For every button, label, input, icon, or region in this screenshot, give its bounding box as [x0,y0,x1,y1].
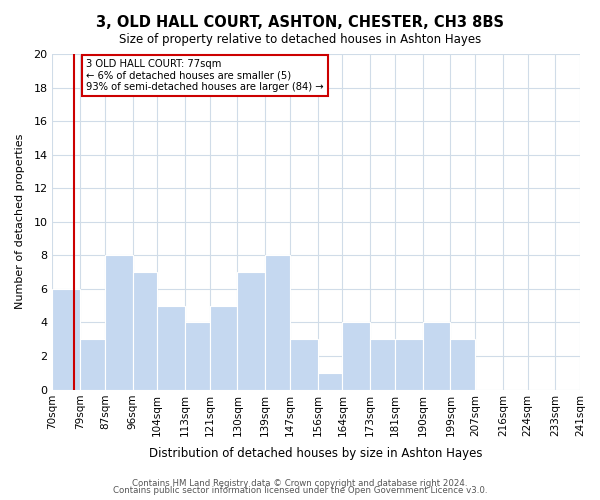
Bar [343,322,370,390]
Bar [451,340,475,390]
Bar [422,322,451,390]
Bar [265,256,290,390]
Bar [238,272,265,390]
Text: Size of property relative to detached houses in Ashton Hayes: Size of property relative to detached ho… [119,32,481,46]
Bar [80,340,105,390]
Bar [185,322,209,390]
Bar [157,306,185,390]
Text: 3 OLD HALL COURT: 77sqm
← 6% of detached houses are smaller (5)
93% of semi-deta: 3 OLD HALL COURT: 77sqm ← 6% of detached… [86,59,324,92]
X-axis label: Distribution of detached houses by size in Ashton Hayes: Distribution of detached houses by size … [149,447,483,460]
Bar [290,340,318,390]
Bar [52,289,80,390]
Text: 3, OLD HALL COURT, ASHTON, CHESTER, CH3 8BS: 3, OLD HALL COURT, ASHTON, CHESTER, CH3 … [96,15,504,30]
Bar [133,272,157,390]
Bar [209,306,238,390]
Text: Contains public sector information licensed under the Open Government Licence v3: Contains public sector information licen… [113,486,487,495]
Text: Contains HM Land Registry data © Crown copyright and database right 2024.: Contains HM Land Registry data © Crown c… [132,478,468,488]
Bar [318,373,343,390]
Bar [370,340,395,390]
Bar [395,340,422,390]
Y-axis label: Number of detached properties: Number of detached properties [15,134,25,310]
Bar [105,256,133,390]
